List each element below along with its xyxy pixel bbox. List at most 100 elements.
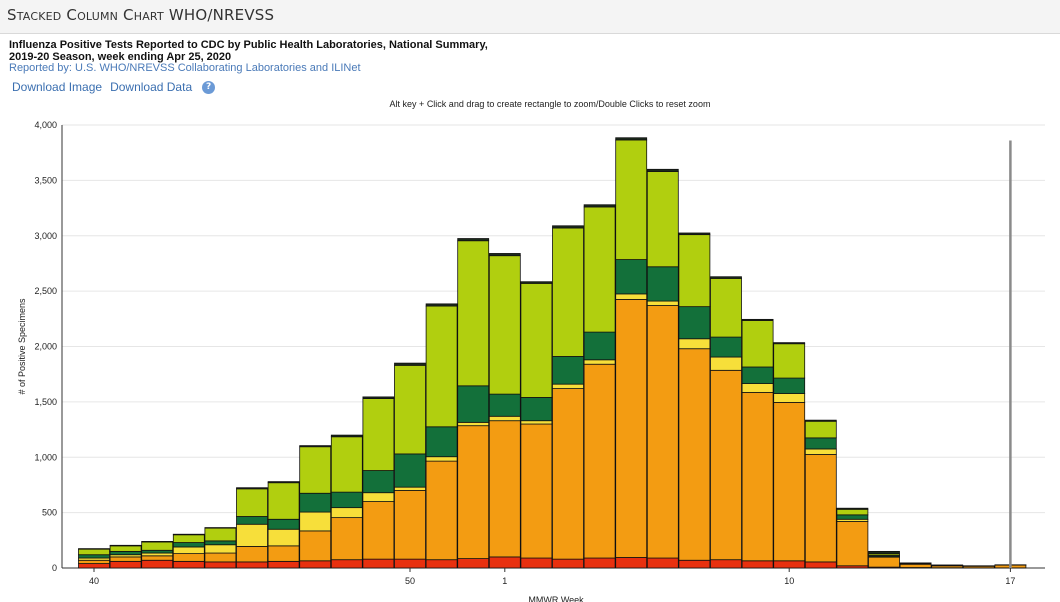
bar-segment[interactable] [615,139,648,260]
bar-segment[interactable] [457,238,490,242]
bar-segment[interactable] [868,550,900,555]
bar-segment[interactable] [109,545,142,552]
stacked-column-chart[interactable]: 0 500 1,000 1,500 2,000 2,500 3,000 3,500 4,000 4… [0,110,1060,602]
bar-segment[interactable] [425,460,458,561]
bar-segment[interactable] [172,542,205,548]
bar-segment[interactable] [204,540,237,546]
bar-segment[interactable] [552,383,584,389]
bar-segment[interactable] [425,456,458,462]
bar-segment[interactable] [172,553,205,562]
bar-segment[interactable] [457,558,490,569]
bar-segment[interactable] [299,445,332,448]
bar-segment[interactable] [678,306,711,340]
download-data-link[interactable]: Download Data [110,80,193,94]
bar-segment[interactable] [583,204,616,208]
bar-segment[interactable] [741,366,774,385]
bar-segment[interactable] [552,558,584,569]
bar-segment[interactable] [520,397,553,422]
bar-segment[interactable] [78,559,110,564]
bar-segment[interactable] [836,508,869,516]
bar-segment[interactable] [204,527,237,542]
bar-segment[interactable] [394,362,426,366]
bar-segment[interactable] [804,448,837,455]
bar-segment[interactable] [330,507,363,519]
bar-segment[interactable] [868,556,900,568]
bar-segment[interactable] [583,331,616,361]
bar-segment[interactable] [362,558,395,569]
bar-segment[interactable] [141,555,174,561]
bar-segment[interactable] [552,356,584,385]
bar-segment[interactable] [299,560,332,569]
bar-segment[interactable] [646,305,679,559]
bar-segment[interactable] [520,282,553,398]
bar-segment[interactable] [267,528,300,547]
bar-segment[interactable] [362,501,395,560]
bar-segment[interactable] [141,541,174,551]
bar-segment[interactable] [710,277,742,338]
bar-segment[interactable] [678,234,711,308]
bar-segment[interactable] [109,544,142,547]
reported-by-link[interactable]: Reported by: U.S. WHO/NREVSS Collaborati… [9,62,361,74]
bar-segment[interactable] [773,342,806,345]
bar-segment[interactable] [394,364,426,455]
bar-segment[interactable] [804,420,837,439]
bar-segment[interactable] [330,434,363,438]
bar-segment[interactable] [172,560,205,569]
bar-segment[interactable] [741,383,774,393]
bar-segment[interactable] [172,534,205,543]
bar-segment[interactable] [362,398,395,471]
bar-segment[interactable] [646,168,679,172]
bar-segment[interactable] [330,517,363,561]
bar-segment[interactable] [267,482,300,520]
bar-segment[interactable] [741,560,774,569]
bar-segment[interactable] [741,320,774,368]
bar-segment[interactable] [615,293,648,300]
bar-segment[interactable] [299,511,332,532]
bar-segment[interactable] [615,557,648,569]
bar-segment[interactable] [236,546,268,563]
bar-segment[interactable] [362,492,395,502]
bar-segment[interactable] [141,549,174,554]
help-icon[interactable]: ? [202,80,216,94]
bar-segment[interactable] [710,336,742,358]
bar-segment[interactable] [520,557,553,569]
bar-segment[interactable] [425,426,458,458]
bar-segment[interactable] [583,363,616,559]
bar-segment[interactable] [394,490,426,560]
bar-segment[interactable] [678,348,711,561]
bar-segment[interactable] [394,558,426,569]
bar-segment[interactable] [488,255,521,395]
bar-segment[interactable] [78,563,110,569]
bar-segment[interactable] [583,557,616,569]
bar-segment[interactable] [488,420,521,558]
bar-segment[interactable] [583,359,616,365]
bar-segment[interactable] [362,470,395,494]
bar-segment[interactable] [267,560,300,569]
bar-segment[interactable] [773,393,806,403]
bar-segment[interactable] [457,425,490,559]
bar-segment[interactable] [773,377,806,394]
bar-segment[interactable] [457,385,490,423]
bar-segment[interactable] [141,559,174,569]
bar-segment[interactable] [457,240,490,387]
bar-segment[interactable] [488,253,521,257]
bar-segment[interactable] [773,343,806,379]
bar-segment[interactable] [552,225,584,229]
bar-segment[interactable] [141,541,174,543]
bar-segment[interactable] [109,556,142,562]
bar-segment[interactable] [520,281,553,284]
bar-segment[interactable] [299,530,332,562]
bar-segment[interactable] [710,356,742,371]
bar-segment[interactable] [204,544,237,554]
bar-segment[interactable] [552,388,584,560]
bar-segment[interactable] [330,559,363,569]
bar-segment[interactable] [425,305,458,428]
bar-segment[interactable] [678,232,711,236]
bar-segment[interactable] [330,491,363,509]
bar-segment[interactable] [710,369,742,561]
bar-segment[interactable] [646,557,679,569]
bar-segment[interactable] [646,300,679,306]
bar-segment[interactable] [710,559,742,569]
bar-segment[interactable] [109,550,142,556]
bar-segment[interactable] [552,227,584,357]
